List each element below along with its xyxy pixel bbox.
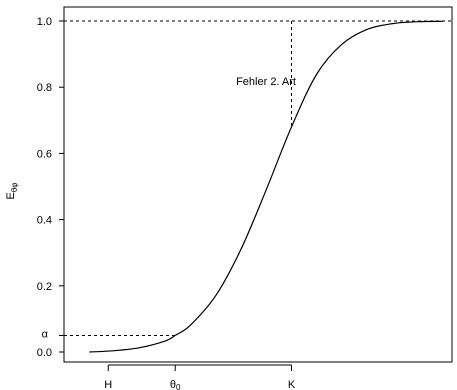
y-axis-label-sub: θφ: [10, 183, 19, 193]
annotation-fehler-2-art: Fehler 2. Art: [236, 76, 296, 88]
y-tick-label: 0.2: [37, 281, 52, 293]
plot-frame: [63, 6, 453, 363]
y-axis-label-main: E: [5, 192, 17, 199]
power-curve: [89, 20, 444, 353]
y-tick-label: 0.6: [37, 148, 52, 160]
y-axis-label: Eθφ: [5, 183, 19, 200]
reference-lines: [64, 20, 452, 336]
y-tick-label: 0.8: [37, 82, 52, 94]
x-tick-label-subscript: 0: [176, 383, 181, 390]
y-axis: 0.0 0.2 0.4 0.6 0.8 1.0 α: [37, 16, 64, 359]
y-tick-label: 0.0: [37, 347, 52, 359]
x-tick-label-K: K: [288, 379, 296, 390]
x-tick-label-theta0: θ0: [170, 379, 181, 390]
curve-layer: [89, 20, 444, 353]
y-tick-label: 1.0: [37, 16, 52, 28]
y-tick-label: 0.4: [37, 215, 52, 227]
plot-border: [63, 6, 453, 363]
x-tick-label-H: H: [104, 379, 112, 390]
alpha-tick-label: α: [42, 328, 49, 340]
